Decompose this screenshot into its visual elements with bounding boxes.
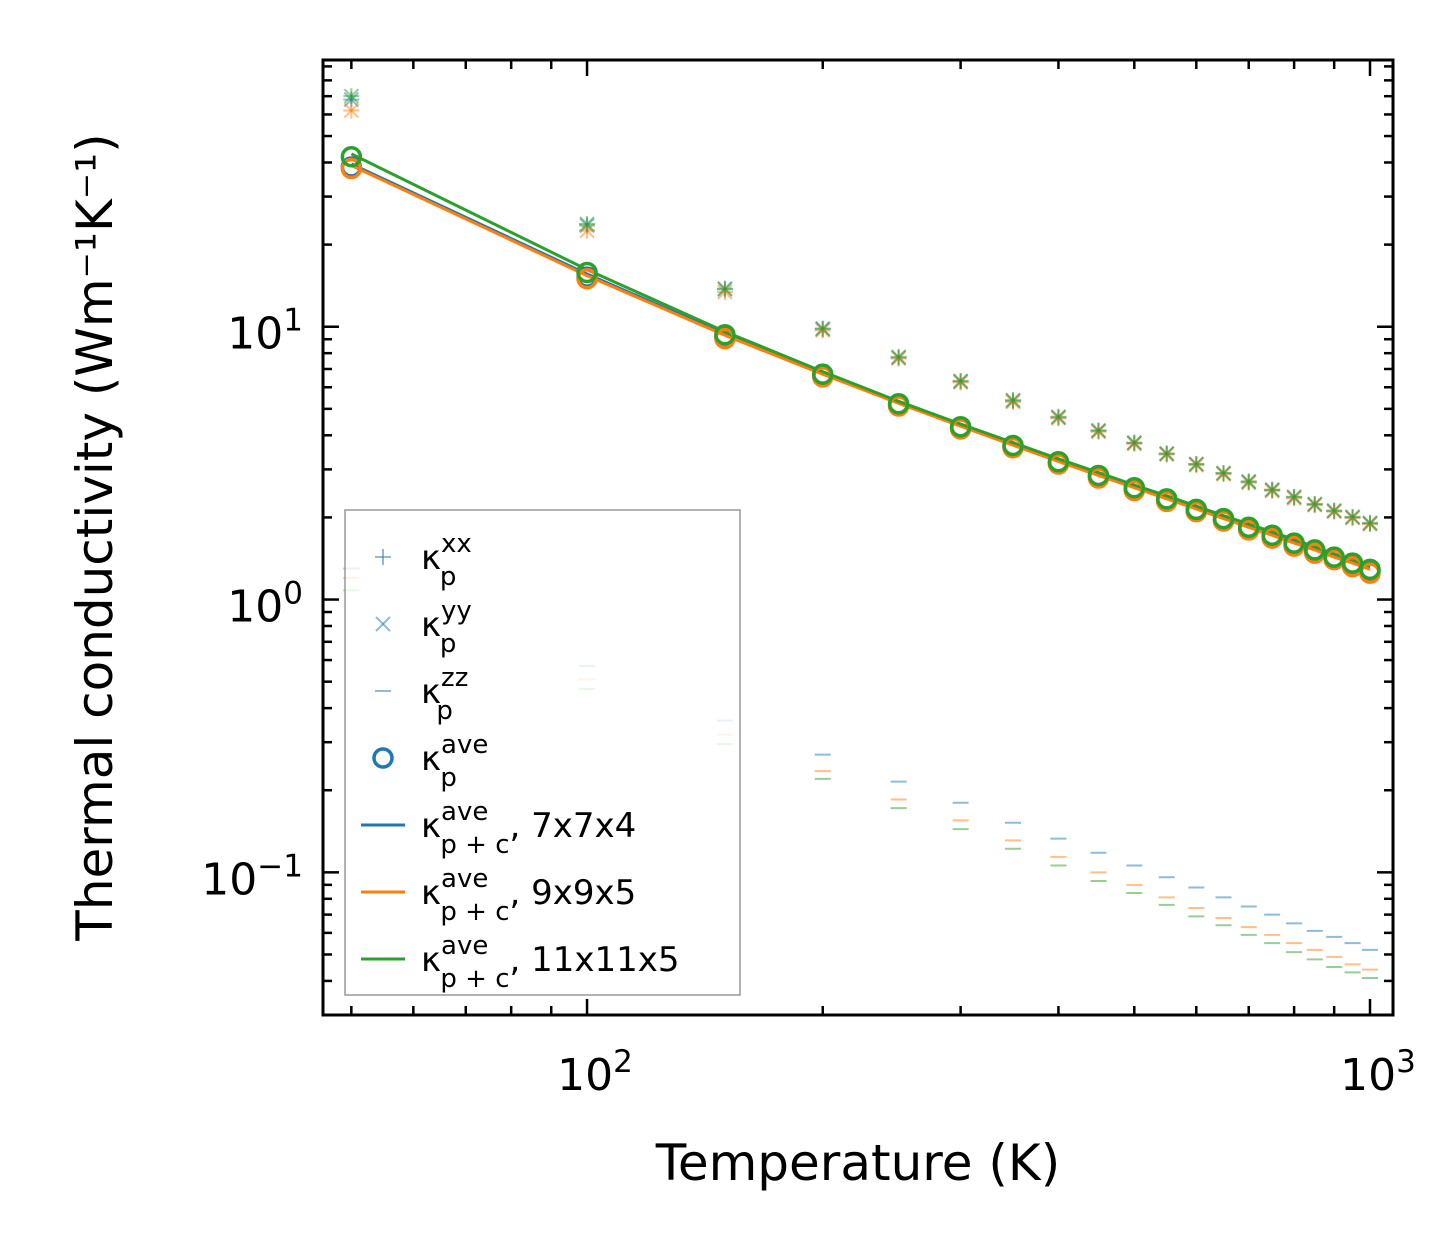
- kyy-cross-b: [815, 320, 831, 337]
- kyy-point: [1241, 473, 1257, 490]
- kyy-point: [1286, 489, 1302, 505]
- kyy-cross-b: [890, 349, 907, 365]
- kyy-cross-b: [1188, 456, 1205, 472]
- legend-entry-yy: κyy p: [375, 596, 472, 659]
- kave-point: [1237, 516, 1260, 539]
- kave-point: [887, 393, 910, 415]
- kave-point: [1261, 524, 1283, 547]
- y-tick-label: 100: [227, 576, 303, 633]
- legend-label: κave p: [421, 730, 488, 793]
- kyy-cross-b: [1050, 408, 1067, 425]
- kyy-cross-b: [1241, 473, 1257, 490]
- kyy-point: [1344, 509, 1361, 525]
- kave-point: [1123, 476, 1146, 499]
- kyy-cross-b: [1286, 489, 1302, 505]
- kyy-cross-b: [1326, 502, 1342, 519]
- kyy-point: [1362, 515, 1378, 531]
- y-axis-label: Thermal conductivity (Wm⁻¹K⁻¹): [66, 133, 124, 941]
- kyy-point: [1090, 422, 1107, 439]
- kave-point: [1359, 558, 1381, 581]
- legend-entry-ave7x7x4: κave p + c, 7x7x4: [361, 797, 636, 860]
- kave-point: [949, 415, 972, 438]
- kyy-point: [717, 280, 733, 297]
- kave-point: [1323, 546, 1345, 568]
- kyy-cross-b: [1215, 465, 1232, 481]
- kyy-point: [1188, 456, 1205, 472]
- kave-point: [1002, 434, 1024, 457]
- kave-point: [1303, 539, 1326, 561]
- kyy-cross-b: [1090, 422, 1107, 439]
- kyy-point: [343, 88, 360, 104]
- kyy-point: [1126, 434, 1143, 451]
- plot-frame: [321, 58, 1395, 1017]
- legend-cross-marker: [375, 616, 391, 632]
- legend-entry-zz: κzz p: [375, 663, 468, 726]
- series-11x11x5: [343, 88, 1378, 979]
- kave-point: [576, 261, 598, 284]
- kave-point: [1047, 450, 1070, 473]
- kyy-cross-b: [579, 216, 595, 232]
- kave-point: [576, 267, 598, 290]
- kyy-point: [579, 216, 595, 232]
- legend-label: κave p + c, 9x9x5: [421, 864, 636, 927]
- legend-circle-marker: [372, 747, 394, 769]
- kave-point: [811, 363, 834, 385]
- kave-point: [1185, 498, 1208, 521]
- kyy-point: [890, 349, 907, 365]
- x-ticks: [350, 60, 1372, 1015]
- legend-entry-ave: κave p: [372, 730, 488, 793]
- kyy-cross-b: [1159, 445, 1175, 462]
- y-tick-label: 101: [227, 303, 303, 360]
- kyy-cross-b: [952, 373, 969, 389]
- legend-label: κave p + c, 7x7x4: [421, 797, 636, 860]
- y-tick-label: 10−1: [201, 848, 303, 905]
- legend-entry-ave11x11x5: κave p + c, 11x11x5: [361, 931, 680, 994]
- legend-label: κyy p: [421, 596, 472, 659]
- kyy-cross-b: [717, 280, 733, 297]
- kpc-ave-line: [350, 164, 1371, 571]
- y-ticks: [323, 65, 1393, 1017]
- kyy-point: [1326, 502, 1342, 519]
- x-tick-label: 102: [557, 1044, 633, 1101]
- kave-point: [714, 323, 736, 346]
- legend-entry-ave9x9x5: κave p + c, 9x9x5: [361, 864, 636, 927]
- kyy-cross-b: [343, 88, 360, 104]
- ave-circles-11x11x5: [340, 145, 1381, 581]
- kyy-point: [343, 102, 360, 119]
- kyy-cross-b: [1344, 509, 1361, 525]
- kave-point: [1087, 464, 1110, 487]
- kave-point: [340, 145, 363, 168]
- kyy-cross-b: [343, 102, 360, 119]
- kyy-point: [1307, 496, 1323, 512]
- kyy-point: [1264, 481, 1280, 498]
- legend-label: κave p + c, 11x11x5: [421, 931, 680, 994]
- kyy-cross-b: [1264, 481, 1280, 498]
- kyy-point: [1050, 408, 1067, 425]
- kyy-cross-b: [1362, 515, 1378, 531]
- kyy-cross-b: [1307, 496, 1323, 512]
- kave-point: [1155, 488, 1178, 510]
- kave-point: [340, 157, 363, 180]
- kyy-point: [815, 320, 831, 337]
- kave-point: [1212, 507, 1235, 530]
- kyy-point: [1215, 465, 1232, 481]
- legend-label: κxx p: [421, 529, 472, 592]
- x-tick-label: 103: [1340, 1044, 1416, 1101]
- kyy-cross-b: [1005, 392, 1021, 408]
- kyy-point: [952, 373, 969, 389]
- kyy-point: [1159, 445, 1175, 462]
- legend-box: [344, 509, 741, 996]
- legend-label: κzz p: [421, 663, 468, 726]
- kave-point: [1283, 532, 1305, 554]
- kyy-cross-b: [1126, 434, 1143, 451]
- x-axis-label: Temperature (K): [655, 1134, 1060, 1192]
- legend-entry-xx: κxx p: [375, 529, 472, 592]
- kyy-point: [1005, 392, 1021, 408]
